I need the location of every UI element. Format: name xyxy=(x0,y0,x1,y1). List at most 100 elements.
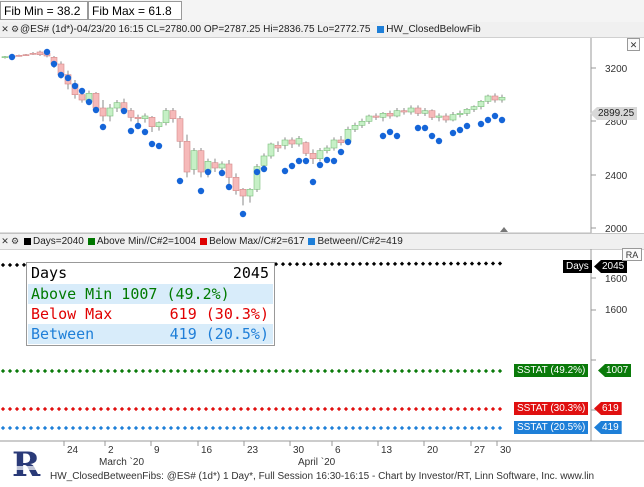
candle-body xyxy=(281,139,289,146)
candle-body xyxy=(288,139,296,145)
candle-body xyxy=(400,110,408,113)
panel-close-button[interactable]: ✕ xyxy=(627,38,640,51)
above-min-series-point xyxy=(455,368,461,374)
candle-body xyxy=(36,51,44,55)
above-min-series-point xyxy=(238,368,244,374)
days-series-point xyxy=(280,262,286,267)
below-max-series-point xyxy=(371,406,377,412)
ra-button[interactable]: RA xyxy=(622,248,642,261)
between-series-point xyxy=(28,425,34,431)
fib-max-field[interactable]: Fib Max = 61.8 xyxy=(88,1,182,20)
below-max-series-point xyxy=(315,406,321,412)
above-min-series-point xyxy=(301,368,307,374)
below-max-series-point xyxy=(231,406,237,412)
below-max-series-point xyxy=(196,406,202,412)
fib-min-field[interactable]: Fib Min = 38.2 xyxy=(0,1,88,20)
stats-tick-label: 1600 xyxy=(605,274,628,285)
fib-dot xyxy=(477,120,485,128)
above-min-series-point xyxy=(308,368,314,374)
between-series-point xyxy=(49,425,55,431)
between-series-point xyxy=(217,425,223,431)
below-max-series-point xyxy=(182,406,188,412)
between-tag: SSTAT (20.5%) xyxy=(514,421,589,434)
candle-body xyxy=(372,115,380,118)
above-min-series-point xyxy=(315,368,321,374)
below-max-series-point xyxy=(245,406,251,412)
below-max-series-point xyxy=(434,406,440,412)
days-series-point xyxy=(497,261,503,266)
candle-body xyxy=(246,189,254,197)
month-label: April `20 xyxy=(298,456,336,468)
price-tick-label: 2000 xyxy=(605,224,628,235)
above-min-series-point xyxy=(399,368,405,374)
below-max-series-point xyxy=(77,406,83,412)
candle-body xyxy=(302,142,310,154)
days-series-point xyxy=(469,261,475,266)
between-series-point xyxy=(231,425,237,431)
above-min-series-point xyxy=(119,368,125,374)
days-series-point xyxy=(462,261,468,266)
below-max-series-point xyxy=(343,406,349,412)
below-max-series-point xyxy=(406,406,412,412)
between-series-point xyxy=(448,425,454,431)
between-value-tag: 419 xyxy=(594,421,622,434)
fib-dot xyxy=(323,156,331,164)
x-tick-label: 9 xyxy=(154,445,160,456)
candle-body xyxy=(449,114,457,121)
indicator-name: HW_ClosedBelowFib xyxy=(386,24,481,35)
below-max-series-point xyxy=(392,406,398,412)
between-series-point xyxy=(364,425,370,431)
close-icon[interactable]: ✕ xyxy=(1,236,9,246)
between-series-point xyxy=(455,425,461,431)
above-min-series-point xyxy=(406,368,412,374)
fib-dot xyxy=(491,112,499,120)
above-min-series-point xyxy=(126,368,132,374)
between-series-point xyxy=(434,425,440,431)
between-series-point xyxy=(42,425,48,431)
above-min-series-point xyxy=(266,368,272,374)
fib-dot xyxy=(71,82,79,90)
last-price-tag: 2899.25 xyxy=(590,107,638,120)
candle-body xyxy=(330,139,338,149)
above-min-series-point xyxy=(112,368,118,374)
price-tick-label: 2400 xyxy=(605,171,628,182)
between-series-point xyxy=(350,425,356,431)
fib-dot xyxy=(463,122,471,130)
candle-body xyxy=(470,106,478,110)
below-max-series-point xyxy=(28,406,34,412)
below-max-row: Below Max 619 (30.3%) xyxy=(28,304,273,324)
days-series-point xyxy=(7,262,13,268)
below-max-series-point xyxy=(336,406,342,412)
candle-body xyxy=(386,113,394,117)
above-min-series-point xyxy=(14,368,20,374)
below-max-series-point xyxy=(301,406,307,412)
symbol-info: @ES# (1d*)-04/23/20 16:15 CL=2780.00 OP=… xyxy=(20,24,371,35)
below-max-series-point xyxy=(21,406,27,412)
above-min-series-point xyxy=(273,368,279,374)
days-series-point xyxy=(322,261,328,267)
below-max-series-point xyxy=(385,406,391,412)
below-max-series-point xyxy=(259,406,265,412)
between-series-point xyxy=(224,425,230,431)
above-min-series-point xyxy=(427,368,433,374)
between-series-point xyxy=(14,425,20,431)
below-max-series-point xyxy=(42,406,48,412)
between-series-point xyxy=(77,425,83,431)
below-max-series-point xyxy=(70,406,76,412)
gear-icon[interactable]: ⚙ xyxy=(10,24,20,34)
days-series-point xyxy=(350,261,356,267)
between-series-point xyxy=(161,425,167,431)
between-series-point xyxy=(371,425,377,431)
close-icon[interactable]: ✕ xyxy=(1,24,9,34)
above-min-series-point xyxy=(210,368,216,374)
gear-icon[interactable]: ⚙ xyxy=(10,236,20,246)
below-max-series-point xyxy=(287,406,293,412)
price-tick-label: 3200 xyxy=(605,64,628,75)
between-series-point xyxy=(357,425,363,431)
above-min-series-point xyxy=(336,368,342,374)
candle-body xyxy=(99,107,107,117)
below-max-series-point xyxy=(154,406,160,412)
candle-body xyxy=(232,177,240,191)
legend-swatch-icon xyxy=(377,25,385,33)
